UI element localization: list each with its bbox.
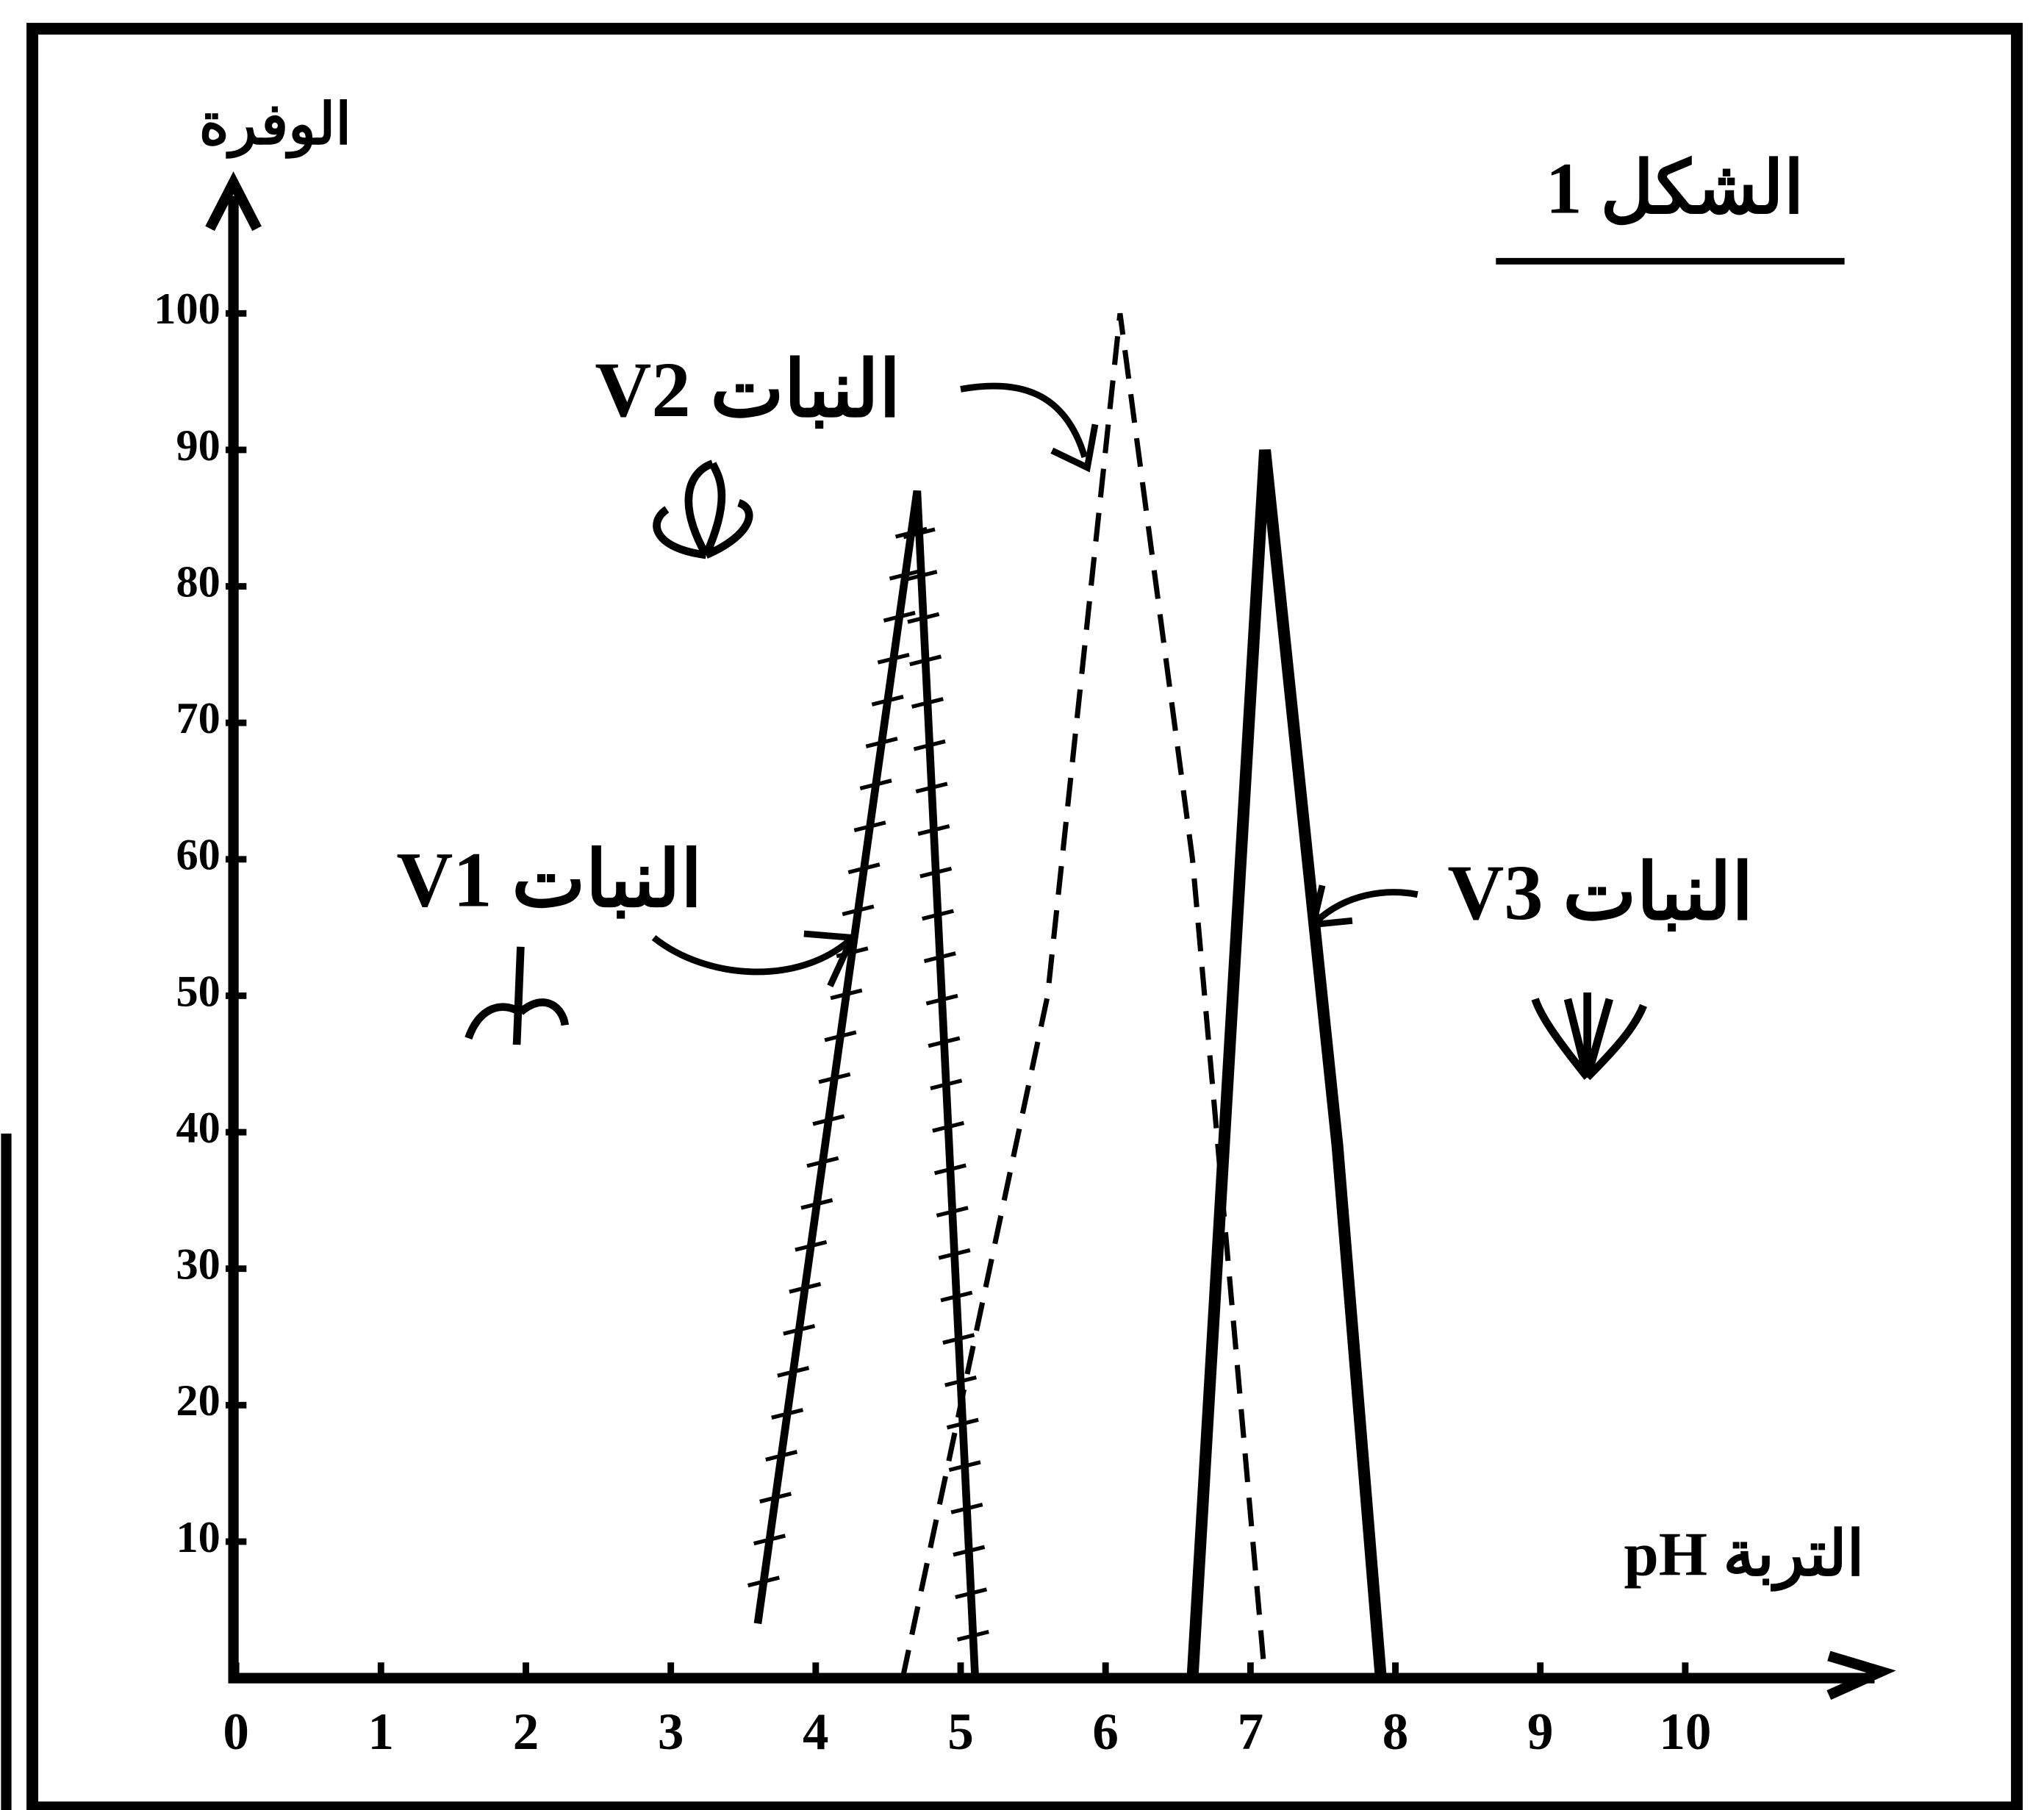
series-label: النبات V1 xyxy=(396,837,702,923)
line-hatch xyxy=(950,1502,983,1514)
line-hatch xyxy=(928,1036,961,1048)
x-tick-label: 10 xyxy=(1659,1703,1711,1761)
x-tick-label: 4 xyxy=(803,1703,829,1761)
plant-icon xyxy=(653,459,753,559)
frame xyxy=(26,23,2023,1810)
y-tick-label: 100 xyxy=(154,285,220,334)
line-hatch xyxy=(903,527,936,540)
line-hatch xyxy=(806,1156,839,1168)
line-hatch xyxy=(955,1587,988,1600)
x-axis-label: التربة pH xyxy=(1624,1520,1864,1592)
x-tick-label: 0 xyxy=(223,1703,249,1761)
line-hatch xyxy=(765,1450,798,1462)
line-hatch xyxy=(800,1198,833,1210)
x-tick-label: 1 xyxy=(368,1703,395,1761)
line-hatch xyxy=(871,695,904,707)
line-hatch xyxy=(936,1206,969,1218)
chart-title: الشكل 1 xyxy=(1546,147,1804,229)
line-hatch xyxy=(894,526,928,539)
x-tick-label: 5 xyxy=(947,1703,974,1761)
line-hatch xyxy=(930,1079,963,1091)
line-hatch xyxy=(923,951,956,963)
x-tick-label: 3 xyxy=(658,1703,684,1761)
line-hatch xyxy=(940,1290,973,1303)
line-hatch xyxy=(909,654,942,667)
line-hatch xyxy=(905,570,938,582)
y-tick-label: 40 xyxy=(176,1103,220,1153)
line-hatch xyxy=(777,1366,810,1378)
plant-icon xyxy=(1531,992,1647,1081)
label-arrow-head xyxy=(1050,423,1099,473)
series-label: النبات V3 xyxy=(1447,850,1753,937)
line-hatch xyxy=(907,612,940,624)
y-tick-label: 60 xyxy=(176,831,220,880)
y-tick-label: 50 xyxy=(176,967,220,1016)
line-hatch xyxy=(859,779,892,790)
line-hatch xyxy=(836,946,869,959)
y-tick-label: 80 xyxy=(176,557,220,607)
x-tick-label: 2 xyxy=(513,1703,539,1761)
y-axis-arrow xyxy=(205,171,262,232)
line-hatch xyxy=(917,824,950,836)
line-hatch xyxy=(759,1492,792,1504)
label-arrow xyxy=(960,382,1089,458)
x-axis-arrow xyxy=(1826,1650,1896,1700)
line-hatch xyxy=(919,866,953,879)
line-hatch xyxy=(956,1629,989,1642)
x-tick-label: 8 xyxy=(1383,1703,1409,1761)
line-hatch xyxy=(789,1281,822,1294)
line-hatch xyxy=(911,697,944,709)
line-hatch xyxy=(946,1417,979,1430)
line-hatch xyxy=(818,1072,851,1084)
label-arrow xyxy=(1314,889,1419,923)
y-tick-label: 70 xyxy=(176,694,220,743)
line-hatch xyxy=(913,739,946,751)
x-tick-label: 7 xyxy=(1238,1703,1264,1761)
x-tick-label: 6 xyxy=(1092,1703,1119,1761)
y-tick-label: 10 xyxy=(176,1513,220,1562)
line-hatch xyxy=(753,1534,786,1546)
line-hatch xyxy=(933,1163,967,1176)
line-hatch xyxy=(847,862,881,875)
line-hatch xyxy=(938,1248,971,1260)
series-line xyxy=(1186,449,1387,1679)
line-hatch xyxy=(922,909,954,921)
line-hatch xyxy=(853,820,886,833)
line-hatch xyxy=(948,1460,981,1473)
line-hatch xyxy=(942,1333,975,1345)
y-tick-label: 30 xyxy=(176,1240,220,1289)
line-hatch xyxy=(877,652,910,665)
y-tick-label: 20 xyxy=(176,1376,220,1426)
line-hatch xyxy=(889,568,922,581)
line-hatch xyxy=(944,1375,977,1387)
line-hatch xyxy=(747,1575,780,1588)
series-line xyxy=(900,312,1268,1679)
line-hatch xyxy=(883,610,916,623)
line-hatch xyxy=(953,1545,986,1557)
line-hatch xyxy=(932,1120,965,1133)
y-tick-label: 90 xyxy=(176,421,220,471)
line-hatch xyxy=(865,737,898,748)
plant-icon xyxy=(465,946,570,1045)
label-arrow xyxy=(651,934,852,976)
line-hatch xyxy=(925,993,958,1006)
x-tick-label: 9 xyxy=(1527,1703,1554,1761)
line-hatch xyxy=(842,904,875,917)
line-hatch xyxy=(915,781,948,794)
series-label: النبات V2 xyxy=(595,347,900,434)
line-hatch xyxy=(783,1323,816,1336)
line-hatch xyxy=(824,1030,857,1042)
y-axis-label: الوفرة xyxy=(199,93,351,160)
line-hatch xyxy=(771,1408,804,1420)
line-hatch xyxy=(795,1240,828,1252)
line-hatch xyxy=(830,988,863,1001)
line-hatch xyxy=(812,1114,845,1126)
